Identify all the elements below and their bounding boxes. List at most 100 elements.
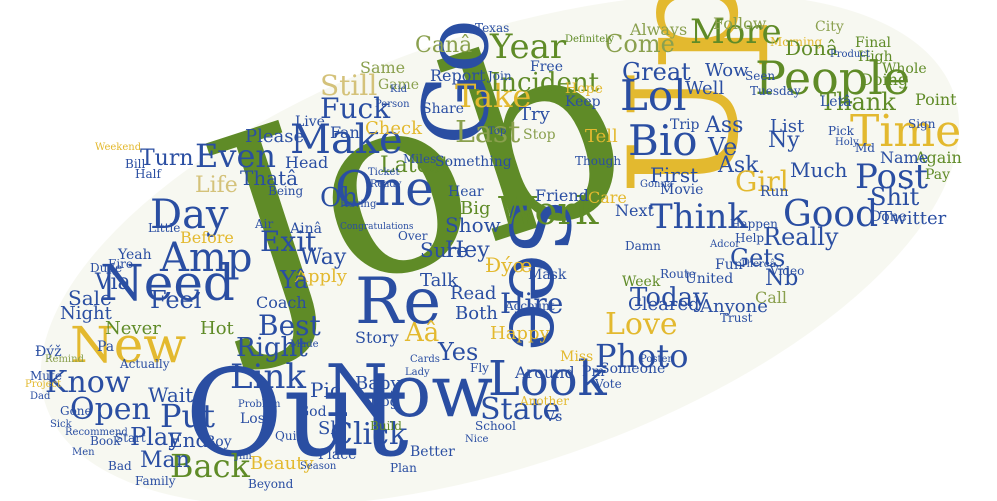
- word-pick: Pick: [828, 124, 854, 138]
- word-week: Week: [622, 274, 661, 290]
- word-out: Out: [185, 345, 409, 484]
- word-morning: Morning: [770, 35, 823, 49]
- word-list: List: [770, 116, 805, 137]
- word-tell: Tell: [585, 126, 618, 147]
- word-plan: Plan: [390, 461, 417, 475]
- word-top: Top: [488, 126, 507, 137]
- word-vote: Vote: [595, 377, 622, 391]
- word-lets: Letâ: [820, 94, 852, 110]
- word-night: Night: [60, 303, 112, 324]
- word-check: Check: [365, 118, 423, 139]
- word-dude: Dude: [90, 261, 123, 275]
- word-lol: Lol: [620, 71, 687, 120]
- word-texas: Texas: [475, 21, 510, 35]
- word-high: High: [858, 49, 893, 65]
- word-via: Via: [95, 270, 131, 295]
- word-come: Come: [605, 30, 675, 58]
- word-show: Show: [445, 213, 501, 237]
- word-trip: Trip: [670, 117, 700, 133]
- word-best: Best: [258, 309, 321, 342]
- word-call: Call: [755, 288, 788, 307]
- word-never: Never: [105, 318, 161, 339]
- word-pm: Pm: [582, 364, 605, 380]
- word-people: People: [755, 51, 911, 105]
- word-click: Click: [330, 417, 408, 452]
- word-play: Play: [130, 423, 182, 451]
- word-love: Love: [605, 307, 678, 342]
- word-cleared: Cleared: [628, 294, 700, 315]
- word-need: Need: [100, 254, 235, 312]
- word-nb: Nb: [765, 266, 799, 291]
- word-around: Around: [515, 363, 575, 382]
- word-work: Work: [498, 189, 599, 233]
- word-photo: Photo: [595, 337, 689, 375]
- word-recommend: Recommend: [65, 427, 128, 438]
- word-even: Even: [195, 137, 276, 175]
- word-point: Point: [915, 90, 957, 109]
- word-right: Right: [236, 333, 308, 363]
- word-poster: Poster: [640, 354, 673, 365]
- word-md: Md: [855, 141, 875, 155]
- word-something: Something: [435, 154, 512, 170]
- word-run: Run: [760, 184, 789, 200]
- word-look: Look: [488, 351, 607, 407]
- word-last: Last: [455, 115, 521, 150]
- word-new: New: [70, 316, 187, 374]
- word-yes: Yes: [438, 338, 479, 366]
- word-place: Place: [318, 447, 357, 463]
- word-again: Again: [915, 148, 962, 167]
- word-way: Way: [300, 245, 347, 270]
- word-friend: Friend: [535, 186, 589, 205]
- word-done: Done: [870, 209, 907, 225]
- word-turn: Turn: [140, 146, 194, 171]
- word-hey: Hey: [445, 238, 490, 263]
- word-gone: Gone: [60, 404, 92, 418]
- word-product: Product: [830, 49, 870, 60]
- word-air: Air: [255, 217, 274, 231]
- word-pay: Pay: [925, 167, 951, 183]
- word-please: Please: [245, 126, 305, 147]
- word-ive: Ve: [708, 133, 738, 161]
- word-cards: Cards: [410, 354, 440, 365]
- word-project: Project: [25, 379, 62, 390]
- word-half: Half: [135, 167, 161, 181]
- word-tuesday: Tuesday: [750, 84, 801, 98]
- word-being: Being: [268, 184, 304, 198]
- word-problem: Problem: [238, 399, 281, 410]
- word-start: Start: [115, 431, 146, 445]
- word-same: Same: [360, 58, 406, 77]
- word-route: Route: [660, 267, 696, 281]
- word-both: Both: [455, 303, 498, 324]
- word-put: Put: [160, 397, 215, 435]
- word-another: Another: [520, 394, 570, 408]
- word-ready: Ready: [370, 179, 402, 190]
- word-definitely: Definitely: [565, 34, 615, 45]
- word-amp: Amp: [160, 235, 253, 281]
- word-bad: Bad: [108, 459, 132, 473]
- word-next: Next: [615, 201, 654, 220]
- word-back: Back: [170, 447, 250, 485]
- word-person: Person: [375, 99, 410, 110]
- word-lady: Lady: [405, 367, 430, 378]
- word-trust: Trust: [720, 311, 753, 325]
- word-think: Think: [650, 197, 748, 237]
- word-really: Really: [763, 223, 839, 251]
- word-gets: Gets: [730, 244, 786, 272]
- word-family: Family: [135, 474, 176, 488]
- word-remind: Remind: [45, 354, 84, 365]
- word-dog: Dog: [370, 394, 399, 410]
- word-ticket: Ticket: [368, 167, 400, 178]
- word-mute: Mute: [30, 369, 62, 383]
- word-ask: Ask: [718, 153, 759, 178]
- word-united: United: [685, 271, 734, 287]
- word-sign: Sign: [908, 117, 936, 131]
- word-day: Day: [150, 192, 229, 238]
- word-apply: Apply: [295, 266, 347, 287]
- word-pic: Pic: [310, 378, 342, 402]
- word-men: Men: [72, 447, 95, 458]
- word-gonna: Gonna: [640, 179, 673, 190]
- word-hope: Hope: [565, 81, 603, 97]
- word-well: Well: [685, 78, 725, 99]
- word-whole: Whole: [882, 61, 927, 77]
- word-girl: Girl: [735, 165, 789, 198]
